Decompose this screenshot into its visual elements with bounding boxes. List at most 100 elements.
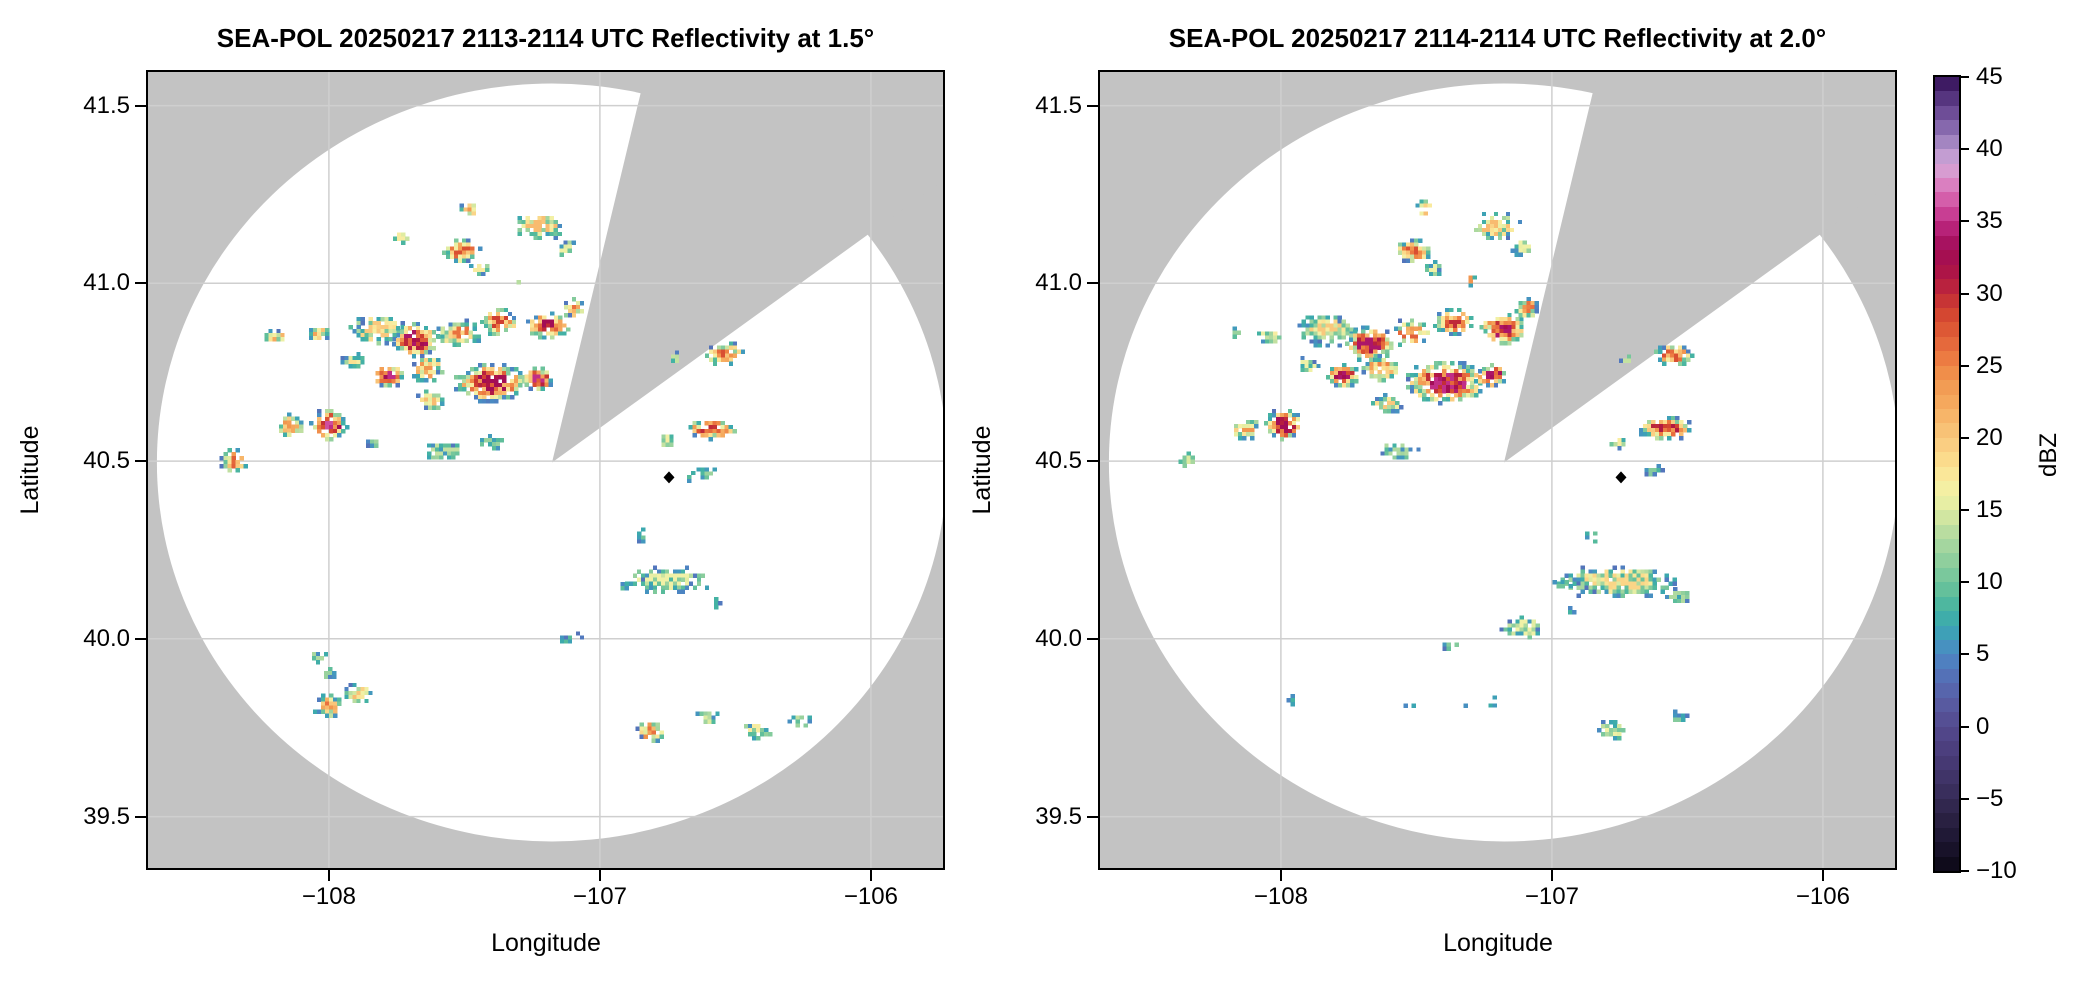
colorbar-step xyxy=(1935,510,1959,526)
colorbar-step xyxy=(1935,192,1959,208)
colorbar-tick-label: 20 xyxy=(1976,423,2003,451)
colorbar-step xyxy=(1935,206,1959,222)
colorbar-tick-label: 10 xyxy=(1976,568,2003,596)
plot-frame xyxy=(146,70,945,870)
y-tick-label: 40.0 xyxy=(1035,624,1082,652)
colorbar-step xyxy=(1935,769,1959,785)
colorbar-tick-mark xyxy=(1959,797,1969,800)
radar-ppi-panel-left xyxy=(146,70,945,870)
colorbar-tick-mark xyxy=(1959,364,1969,367)
colorbar-step xyxy=(1935,755,1959,771)
echo-field xyxy=(1178,199,1695,741)
colorbar-tick-mark xyxy=(1959,436,1969,439)
x-tick-mark xyxy=(327,870,330,881)
colorbar-tick-mark xyxy=(1959,148,1969,151)
colorbar-step xyxy=(1935,409,1959,424)
colorbar-step xyxy=(1935,235,1959,251)
colorbar-step xyxy=(1935,105,1959,121)
colorbar-tick-mark xyxy=(1959,725,1969,728)
y-tick-mark xyxy=(135,282,146,285)
colorbar-step xyxy=(1935,856,1959,872)
colorbar-step xyxy=(1935,640,1959,655)
y-tick-label: 41.0 xyxy=(83,269,130,297)
colorbar-step xyxy=(1935,466,1959,482)
colorbar-step xyxy=(1935,178,1959,193)
colorbar-step xyxy=(1935,452,1959,468)
y-tick-mark xyxy=(135,460,146,463)
blocked-sector-wedge xyxy=(552,70,945,463)
y-tick-label: 40.0 xyxy=(83,624,130,652)
colorbar-step xyxy=(1935,293,1959,309)
colorbar-step xyxy=(1935,77,1959,92)
x-tick-label: −106 xyxy=(843,883,898,910)
colorbar-step xyxy=(1935,279,1959,295)
colorbar-tick-label: 0 xyxy=(1976,712,1990,740)
x-tick-mark xyxy=(598,870,601,881)
y-tick-mark xyxy=(1087,104,1098,107)
x-tick-label: −106 xyxy=(1795,883,1850,910)
colorbar-step xyxy=(1935,697,1959,713)
colorbar-step xyxy=(1935,264,1959,280)
colorbar-tick-mark xyxy=(1959,509,1969,512)
colorbar-step xyxy=(1935,741,1959,756)
colorbar-step xyxy=(1935,668,1959,684)
radar-site-marker xyxy=(663,471,675,484)
blocked-sector-wedge xyxy=(1504,70,1897,463)
x-axis-label-left: Longitude xyxy=(491,929,601,957)
colorbar-step xyxy=(1935,336,1959,352)
colorbar-step xyxy=(1935,553,1959,569)
colorbar-step xyxy=(1935,351,1959,367)
y-tick-label: 40.5 xyxy=(83,447,130,475)
colorbar-tick-label: −10 xyxy=(1976,857,2017,884)
radar-site-marker xyxy=(1615,471,1627,484)
colorbar-step xyxy=(1935,221,1959,237)
y-tick-label: 39.5 xyxy=(1035,802,1082,830)
panel-title-left: SEA-POL 20250217 2113-2114 UTC Reflectiv… xyxy=(216,23,875,53)
y-tick-label: 41.0 xyxy=(1035,269,1082,297)
colorbar-tick-label: −5 xyxy=(1976,784,2004,812)
colorbar-tick-mark xyxy=(1959,581,1969,584)
colorbar-step xyxy=(1935,365,1959,381)
colorbar-step xyxy=(1935,134,1959,150)
y-tick-mark xyxy=(1087,637,1098,640)
colorbar-step xyxy=(1935,798,1959,814)
colorbar-step xyxy=(1935,495,1959,511)
colorbar-step xyxy=(1935,423,1959,439)
colorbar-step xyxy=(1935,625,1959,641)
colorbar-tick-mark xyxy=(1959,870,1969,872)
colorbar-tick-label: 35 xyxy=(1976,207,2003,235)
colorbar-tick-mark xyxy=(1959,76,1969,78)
colorbar-tick-mark xyxy=(1959,292,1969,295)
colorbar-step xyxy=(1935,582,1959,598)
colorbar-step xyxy=(1935,567,1959,583)
colorbar-tick-mark xyxy=(1959,220,1969,223)
colorbar-tick-label: 30 xyxy=(1976,279,2003,307)
colorbar-step xyxy=(1935,538,1959,554)
colorbar-step xyxy=(1935,149,1959,165)
x-tick-label: −108 xyxy=(1253,883,1308,910)
x-tick-mark xyxy=(1821,870,1824,881)
colorbar-tick-label: 45 xyxy=(1976,63,2003,90)
y-tick-mark xyxy=(1087,460,1098,463)
colorbar xyxy=(1933,75,1961,873)
colorbar-tick-label: 15 xyxy=(1976,496,2003,524)
colorbar-step xyxy=(1935,784,1959,800)
y-tick-mark xyxy=(135,637,146,640)
colorbar-step xyxy=(1935,307,1959,323)
colorbar-step xyxy=(1935,163,1959,179)
colorbar-step xyxy=(1935,322,1959,338)
colorbar-step xyxy=(1935,250,1959,266)
colorbar-tick-label: 25 xyxy=(1976,351,2003,379)
y-tick-mark xyxy=(1087,815,1098,818)
x-tick-label: −107 xyxy=(572,883,627,910)
colorbar-step xyxy=(1935,842,1959,858)
colorbar-step xyxy=(1935,91,1959,107)
colorbar-step xyxy=(1935,683,1959,699)
x-tick-mark xyxy=(1550,870,1553,881)
colorbar-step xyxy=(1935,611,1959,627)
y-tick-label: 41.5 xyxy=(83,91,130,119)
colorbar-step xyxy=(1935,394,1959,410)
radar-ppi-panel-right xyxy=(1098,70,1897,870)
